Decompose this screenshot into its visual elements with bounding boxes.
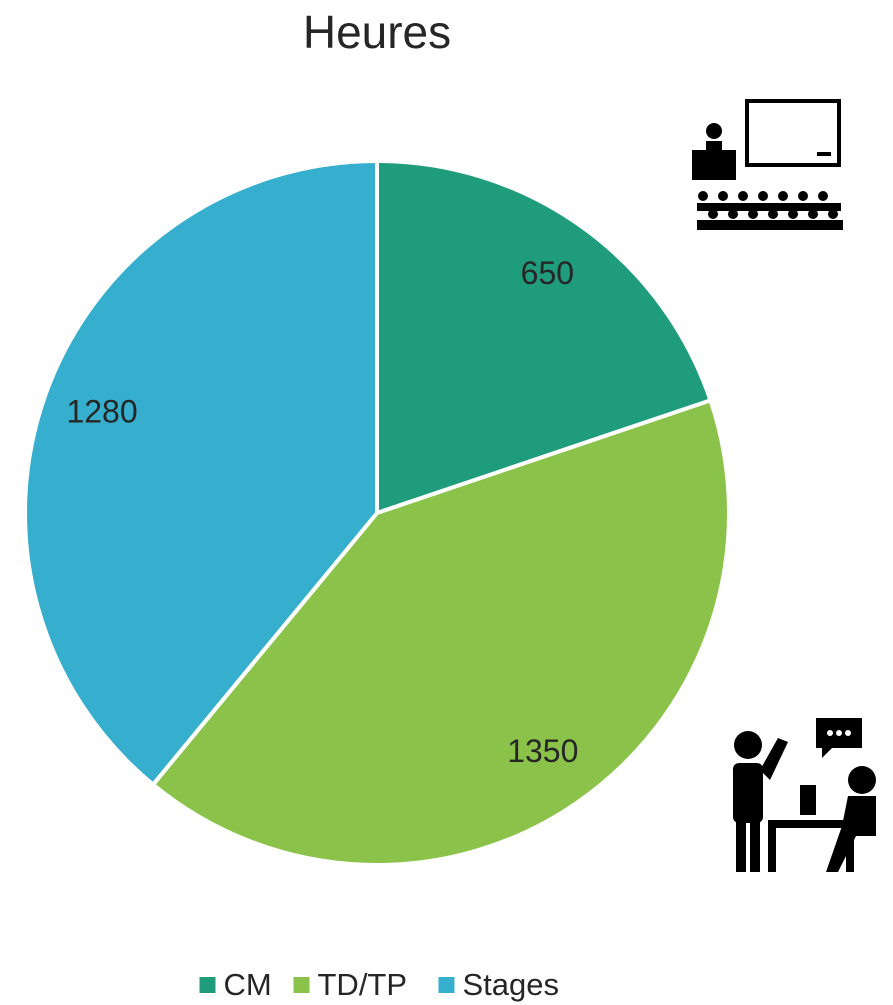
tutoring-icon <box>733 718 876 872</box>
legend-swatch <box>293 977 310 993</box>
chart-title: Heures <box>303 6 451 58</box>
legend-swatch <box>199 977 216 993</box>
data-label: 1280 <box>66 394 137 430</box>
pie-slice <box>375 158 714 516</box>
legend-swatch <box>438 977 455 993</box>
legend-label: Stages <box>463 967 560 1002</box>
pie-slice <box>23 158 379 788</box>
legend-label: TD/TP <box>318 967 408 1002</box>
data-label: 650 <box>521 255 574 291</box>
legend-label: CM <box>224 967 272 1002</box>
lecture-icon <box>692 99 843 230</box>
pie-slice <box>150 397 731 867</box>
data-label: 1350 <box>507 733 578 769</box>
